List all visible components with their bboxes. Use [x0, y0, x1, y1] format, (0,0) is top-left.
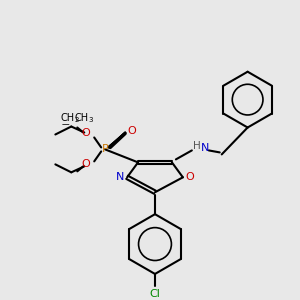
Text: N: N — [116, 172, 124, 182]
Text: O: O — [185, 172, 194, 182]
Text: 2: 2 — [74, 116, 79, 122]
Text: CH: CH — [74, 112, 88, 122]
Text: 3: 3 — [88, 116, 92, 122]
Text: N: N — [201, 143, 209, 153]
Text: CH: CH — [60, 112, 74, 122]
Text: P: P — [102, 144, 109, 154]
Text: Cl: Cl — [149, 289, 161, 299]
Text: —: — — [61, 120, 69, 129]
Text: H: H — [193, 141, 201, 152]
Text: O: O — [128, 127, 136, 136]
Text: O: O — [82, 159, 91, 170]
Text: O: O — [82, 128, 91, 139]
